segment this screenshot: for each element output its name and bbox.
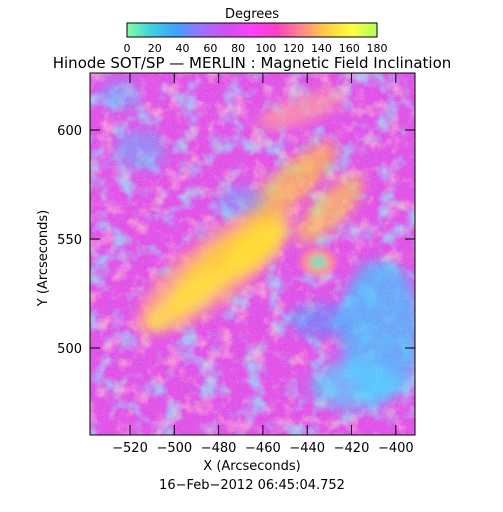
colorbar-title: Degrees (225, 7, 279, 22)
plot-frame (89, 72, 416, 436)
y-tick-label: 550 (57, 233, 82, 248)
colorbar-tick-label: 180 (367, 42, 388, 55)
colorbar-tick-label: 0 (124, 42, 131, 55)
colorbar-tick-label: 80 (231, 42, 245, 55)
colorbar (126, 22, 378, 38)
colorbar-tick-label: 120 (283, 42, 304, 55)
x-tick-label: −420 (334, 441, 370, 456)
colorbar-tick-label: 140 (311, 42, 332, 55)
x-tick-label: −460 (245, 441, 281, 456)
x-tick-label: −440 (289, 441, 325, 456)
y-tick-label: 500 (57, 342, 82, 357)
colorbar-tick-label: 100 (255, 42, 276, 55)
x-tick-label: −520 (112, 441, 148, 456)
x-axis-label: X (Arcseconds) (203, 459, 300, 474)
x-tick-label: −480 (201, 441, 237, 456)
x-tick-label: −500 (156, 441, 192, 456)
inclination-map (90, 73, 415, 435)
y-axis-ticks: 600 550 500 (57, 124, 415, 357)
colorbar-tick-label: 60 (203, 42, 217, 55)
map-speckle (90, 73, 415, 435)
x-axis-ticks: −520 −500 −480 −460 −440 −420 −400 (112, 73, 414, 456)
plot-title: Hinode SOT/SP — MERLIN : Magnetic Field … (53, 54, 452, 72)
colorbar-tick-label: 20 (148, 42, 162, 55)
colorbar-tick-label: 40 (176, 42, 190, 55)
colorbar-tick-label: 160 (339, 42, 360, 55)
colorbar-tick-labels: 0 20 40 60 80 100 120 140 160 180 (124, 42, 388, 55)
y-axis-label: Y (Arcseconds) (36, 210, 51, 307)
x-tick-label: −400 (378, 441, 414, 456)
timestamp: 16−Feb−2012 06:45:04.752 (159, 478, 345, 493)
y-tick-label: 600 (57, 124, 82, 139)
